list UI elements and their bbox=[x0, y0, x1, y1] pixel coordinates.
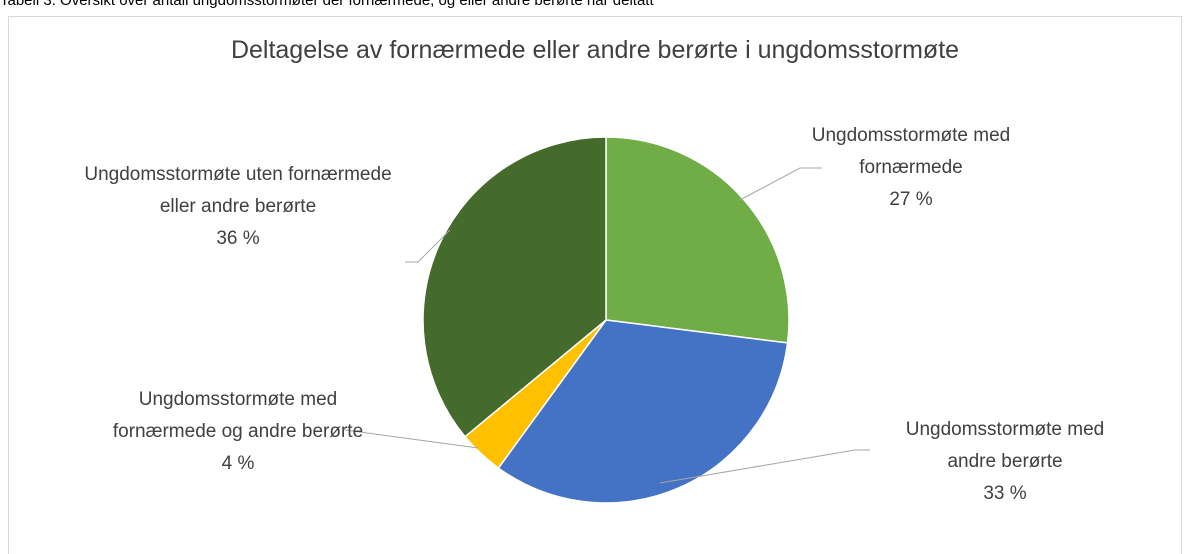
pie bbox=[422, 136, 790, 504]
pie-slice bbox=[605, 136, 790, 344]
data-label: Ungdomsstormøte med fornærmede 27 % bbox=[796, 120, 1026, 216]
leader-line bbox=[659, 449, 870, 484]
value-label: 27 % bbox=[889, 189, 933, 210]
leader-line bbox=[405, 229, 451, 263]
category-label: Ungdomsstormøte med fornærmede bbox=[811, 125, 1011, 178]
data-label: Ungdomsstormøte med andre berørte 33 % bbox=[890, 414, 1120, 510]
value-label: 4 % bbox=[221, 453, 255, 474]
value-label: 36 % bbox=[216, 228, 260, 249]
leader-line bbox=[344, 429, 479, 449]
category-label: Ungdomsstormøte med fornærmede og andre … bbox=[112, 389, 364, 442]
chart-border bbox=[8, 16, 1182, 554]
pie-slice bbox=[497, 319, 789, 504]
value-label: 33 % bbox=[983, 483, 1027, 504]
category-label: Ungdomsstormøte med andre berørte bbox=[905, 419, 1105, 472]
leader-lines bbox=[344, 167, 870, 484]
pie-slice bbox=[422, 136, 607, 438]
category-label: Ungdomsstormøte uten fornærmede eller an… bbox=[84, 164, 392, 217]
caption: Tabell 3. Oversikt over antall ungdomsst… bbox=[0, 0, 654, 9]
leader-line bbox=[739, 167, 822, 201]
data-label: Ungdomsstormøte med fornærmede og andre … bbox=[108, 384, 368, 480]
data-label: Ungdomsstormøte uten fornærmede eller an… bbox=[78, 159, 398, 255]
chart-title: Deltagelse av fornærmede eller andre ber… bbox=[230, 36, 960, 64]
